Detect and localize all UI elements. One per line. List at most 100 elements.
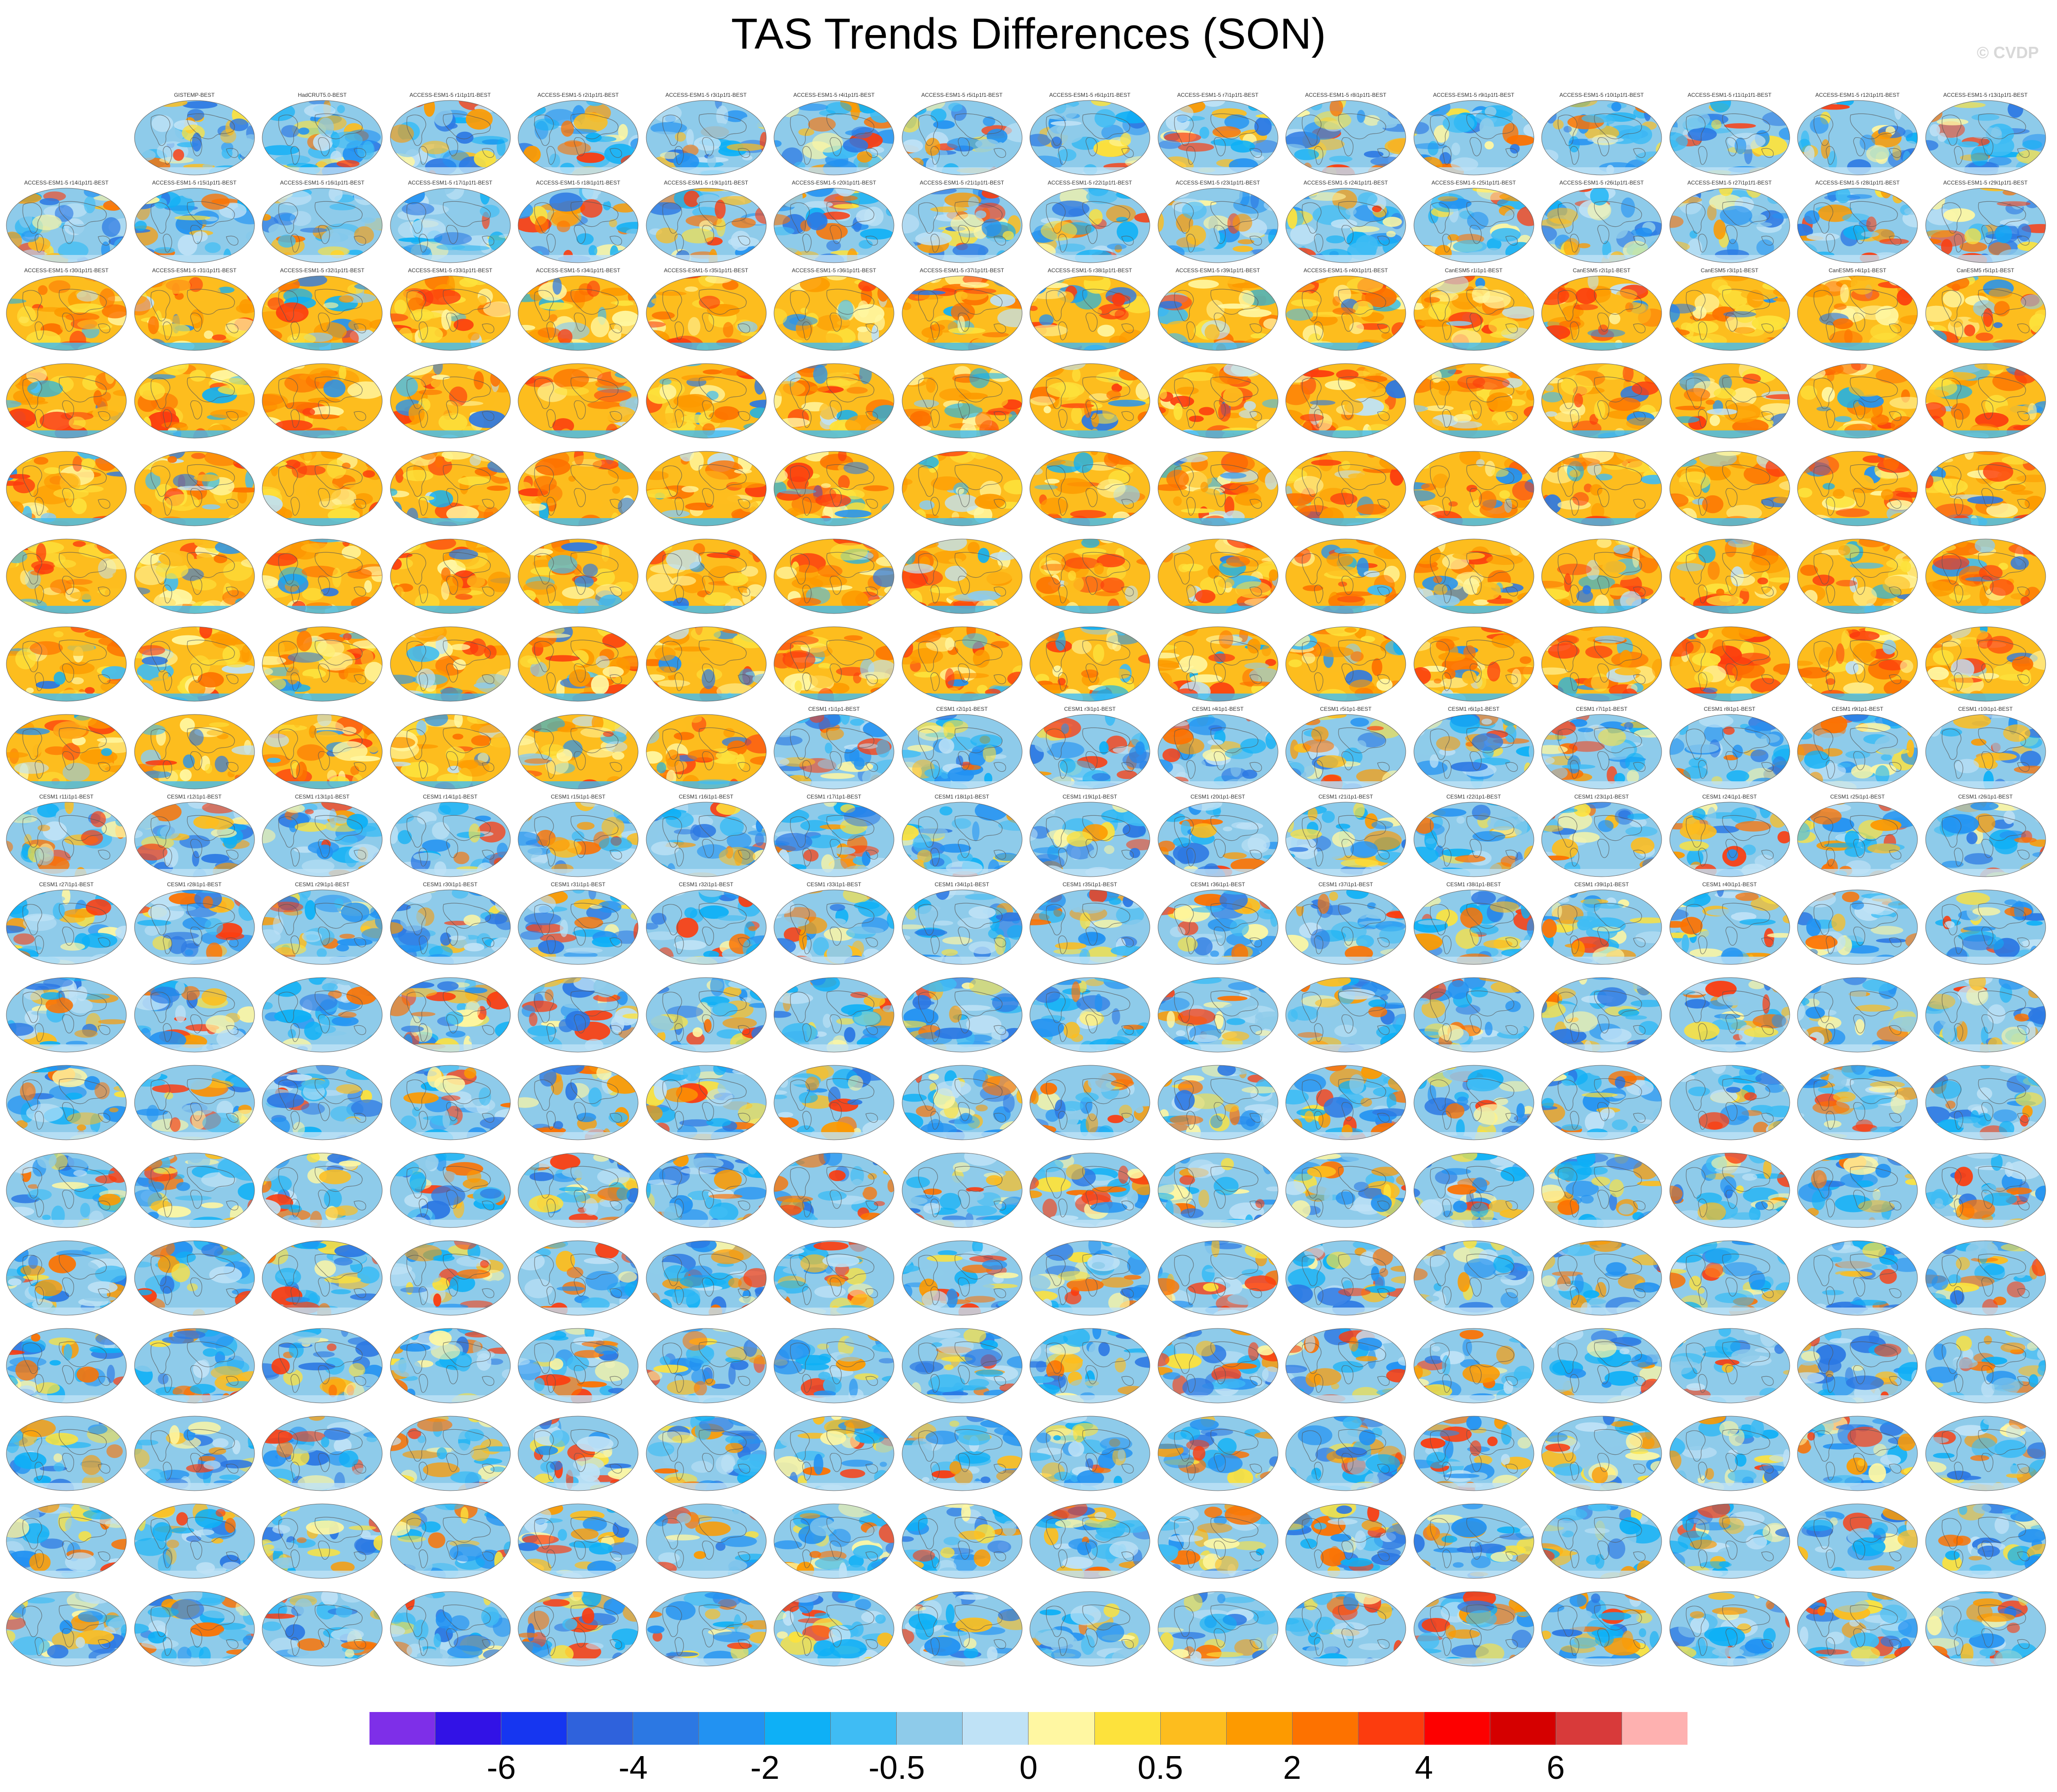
globe-map — [1669, 1065, 1790, 1140]
globe-map — [6, 451, 127, 526]
panel-label — [1540, 442, 1663, 450]
globe-map — [1669, 451, 1790, 526]
panel-label — [389, 1407, 512, 1415]
globe-map — [902, 1591, 1022, 1667]
panel-label: ACCESS-ESM1-5 r37i1p1f1-BEST — [919, 267, 1004, 274]
panel-label: ACCESS-ESM1-5 r24i1p1f1-BEST — [1303, 180, 1388, 186]
panel-label — [1796, 1319, 1919, 1327]
map-panel — [133, 1056, 256, 1142]
globe-map — [390, 889, 510, 965]
map-panel — [1157, 968, 1279, 1054]
panel-label — [901, 1143, 1024, 1152]
map-panel — [389, 705, 512, 791]
globe-map — [1413, 1416, 1534, 1491]
map-panel — [1796, 617, 1919, 704]
globe-map — [390, 363, 510, 439]
panel-label — [1796, 1143, 1919, 1152]
map-panel — [1413, 354, 1535, 440]
map-panel — [1796, 1231, 1919, 1318]
globe-map — [1925, 714, 2046, 789]
map-panel: ACCESS-ESM1-5 r36i1p1f1-BEST — [773, 266, 895, 353]
globe-map — [518, 451, 639, 526]
globe-map — [1925, 451, 2046, 526]
map-panel — [1796, 1143, 1919, 1230]
panel-label — [1157, 1582, 1279, 1590]
map-panel — [1540, 617, 1663, 704]
globe-map — [262, 1503, 383, 1579]
globe-map — [774, 1240, 894, 1316]
globe-map — [774, 275, 894, 351]
panel-label: CESM1 r24i1p1-BEST — [1702, 794, 1757, 800]
map-panel: ACCESS-ESM1-5 r27i1p1f1-BEST — [1668, 179, 1791, 265]
map-panel — [133, 1494, 256, 1581]
globe-map — [134, 1591, 255, 1667]
panel-label: CESM1 r34i1p1-BEST — [934, 881, 989, 888]
globe-map — [902, 188, 1022, 263]
panel-label — [389, 1231, 512, 1239]
colorbar-box — [831, 1712, 897, 1745]
panel-label: CESM1 r28i1p1-BEST — [167, 881, 222, 888]
globe-map — [774, 100, 894, 175]
panel-label — [645, 1407, 768, 1415]
map-panel — [1924, 968, 2047, 1054]
map-panel: ACCESS-ESM1-5 r33i1p1f1-BEST — [389, 266, 512, 353]
panel-label — [5, 354, 128, 362]
panel-label — [1157, 968, 1279, 976]
colorbar-tick-label: 4 — [1414, 1750, 1433, 1786]
map-panel: CESM1 r20i1p1-BEST — [1157, 793, 1279, 879]
map-panel: ACCESS-ESM1-5 r40i1p1f1-BEST — [1284, 266, 1407, 353]
panel-label — [1668, 1582, 1791, 1590]
panel-label — [5, 1407, 128, 1415]
map-panel: CESM1 r13i1p1-BEST — [261, 793, 384, 879]
panel-label: ACCESS-ESM1-5 r28i1p1f1-BEST — [1815, 180, 1900, 186]
panel-label: ACCESS-ESM1-5 r13i1p1f1-BEST — [1943, 92, 2028, 98]
panel-label — [1157, 529, 1279, 538]
panel-label — [1668, 1143, 1791, 1152]
globe-map — [646, 889, 766, 965]
panel-label — [901, 1231, 1024, 1239]
globe-map — [902, 451, 1022, 526]
colorbar-box — [1358, 1712, 1424, 1745]
panel-label: GISTEMP-BEST — [174, 92, 215, 98]
globe-map — [1925, 100, 2046, 175]
globe-map — [390, 1503, 510, 1579]
panel-label — [389, 1494, 512, 1502]
panel-label — [1284, 1231, 1407, 1239]
panel-label — [1668, 1231, 1791, 1239]
map-panel: CESM1 r24i1p1-BEST — [1668, 793, 1791, 879]
panel-label — [517, 354, 639, 362]
panel-label: ACCESS-ESM1-5 r40i1p1f1-BEST — [1303, 267, 1388, 274]
map-panel — [517, 529, 639, 616]
map-panel — [1157, 442, 1279, 528]
globe-map — [774, 626, 894, 702]
globe-map — [1413, 451, 1534, 526]
panel-label — [1413, 1582, 1535, 1590]
map-panel — [773, 1231, 895, 1318]
panel-label — [1540, 529, 1663, 538]
globe-map — [1669, 802, 1790, 877]
panel-label — [645, 1143, 768, 1152]
panel-label — [1413, 1407, 1535, 1415]
panel-label — [1413, 1494, 1535, 1502]
globe-map — [1797, 275, 1918, 351]
panel-label — [133, 442, 256, 450]
map-panel — [5, 1407, 128, 1493]
globe-map — [1285, 626, 1406, 702]
panel-label — [1284, 1582, 1407, 1590]
globe-map — [6, 1328, 127, 1403]
panel-label: ACCESS-ESM1-5 r4i1p1f1-BEST — [793, 92, 875, 98]
globe-map — [646, 1503, 766, 1579]
map-panel — [901, 529, 1024, 616]
map-panel — [261, 1143, 384, 1230]
panel-label — [389, 1143, 512, 1152]
panel-label: CESM1 r17i1p1-BEST — [806, 794, 862, 800]
panel-label — [1157, 354, 1279, 362]
panel-label — [517, 705, 639, 713]
map-panel: CanESM5 r2i1p1-BEST — [1540, 266, 1663, 353]
map-panel — [1028, 1231, 1151, 1318]
globe-map — [518, 802, 639, 877]
globe-map — [1029, 977, 1150, 1053]
panel-label: ACCESS-ESM1-5 r34i1p1f1-BEST — [536, 267, 620, 274]
panel-label — [133, 705, 256, 713]
panel-label — [645, 1319, 768, 1327]
